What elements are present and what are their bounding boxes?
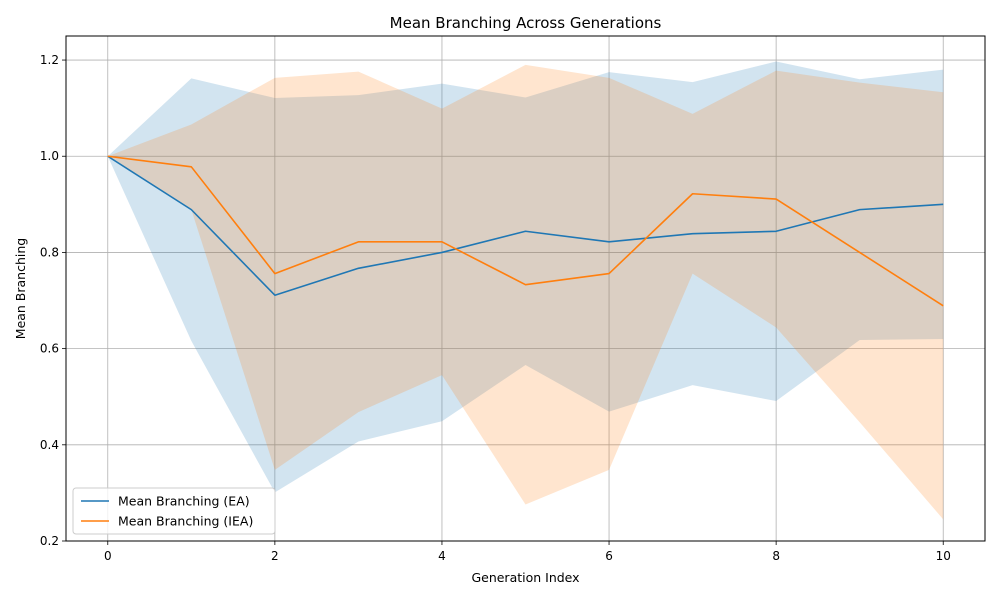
x-axis-label: Generation Index [471, 570, 579, 585]
series-lines [107, 155, 944, 307]
x-tick-label-2: 4 [438, 549, 446, 563]
legend-box [72, 487, 276, 535]
x-axis-ticks: 0 2 4 6 8 10 [104, 541, 951, 563]
band-series-0 [107, 61, 944, 493]
x-tick-label-3: 6 [605, 549, 613, 563]
y-tick-label-4: 1.0 [40, 149, 59, 163]
band-series-1 [107, 64, 944, 520]
y-tick-label-2: 0.6 [40, 342, 59, 356]
y-tick-label-0: 0.2 [40, 534, 59, 548]
legend-label-0: Mean Branching (EA) [118, 494, 250, 509]
legend: Mean Branching (EA) Mean Branching (IEA) [72, 487, 276, 535]
x-tick-label-1: 2 [271, 549, 279, 563]
x-tick-label-0: 0 [104, 549, 112, 563]
y-axis-label: Mean Branching [13, 238, 28, 339]
confidence-bands [107, 61, 944, 520]
chart-title: Mean Branching Across Generations [390, 14, 662, 32]
x-tick-label-5: 10 [936, 549, 951, 563]
y-axis-ticks: 0.2 0.4 0.6 0.8 1.0 1.2 [40, 53, 66, 548]
legend-label-1: Mean Branching (IEA) [118, 514, 253, 529]
x-tick-label-4: 8 [772, 549, 780, 563]
y-tick-label-1: 0.4 [40, 438, 59, 452]
plot-frame [65, 35, 986, 542]
y-tick-label-3: 0.8 [40, 245, 59, 259]
y-tick-label-5: 1.2 [40, 53, 59, 67]
